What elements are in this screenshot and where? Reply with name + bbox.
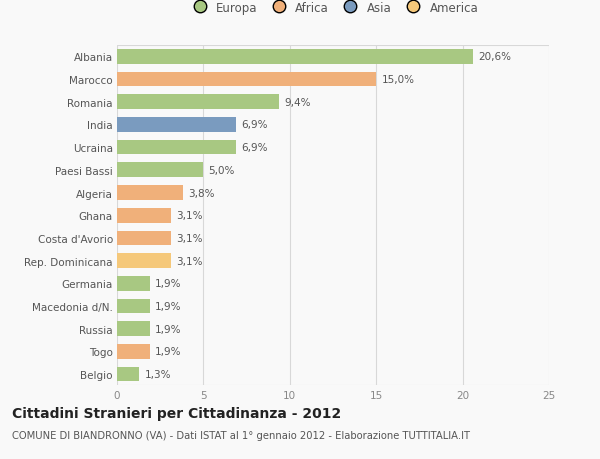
Text: Cittadini Stranieri per Cittadinanza - 2012: Cittadini Stranieri per Cittadinanza - 2… [12,406,341,420]
Bar [117,95,280,110]
Text: 6,9%: 6,9% [241,143,268,153]
Bar [117,299,150,313]
Bar [117,344,150,359]
Text: 1,9%: 1,9% [155,279,182,289]
Bar [117,73,376,87]
Legend: Europa, Africa, Asia, America: Europa, Africa, Asia, America [185,0,481,17]
Bar [117,367,139,381]
Bar [117,322,150,336]
Text: 3,1%: 3,1% [176,256,202,266]
Bar [117,254,170,269]
Text: 1,9%: 1,9% [155,324,182,334]
Text: 6,9%: 6,9% [241,120,268,130]
Text: COMUNE DI BIANDRONNO (VA) - Dati ISTAT al 1° gennaio 2012 - Elaborazione TUTTITA: COMUNE DI BIANDRONNO (VA) - Dati ISTAT a… [12,431,470,441]
Bar [117,140,236,155]
Bar [117,163,203,178]
Text: 20,6%: 20,6% [478,52,511,62]
Bar [117,186,182,201]
Text: 1,9%: 1,9% [155,301,182,311]
Bar [117,276,150,291]
Text: 15,0%: 15,0% [382,75,415,85]
Bar [117,118,236,133]
Bar [117,208,170,223]
Bar [117,231,170,246]
Text: 1,3%: 1,3% [145,369,171,379]
Text: 3,1%: 3,1% [176,211,202,221]
Text: 1,9%: 1,9% [155,347,182,357]
Text: 3,1%: 3,1% [176,233,202,243]
Text: 5,0%: 5,0% [209,165,235,175]
Bar [117,50,473,65]
Text: 3,8%: 3,8% [188,188,214,198]
Text: 9,4%: 9,4% [284,97,311,107]
